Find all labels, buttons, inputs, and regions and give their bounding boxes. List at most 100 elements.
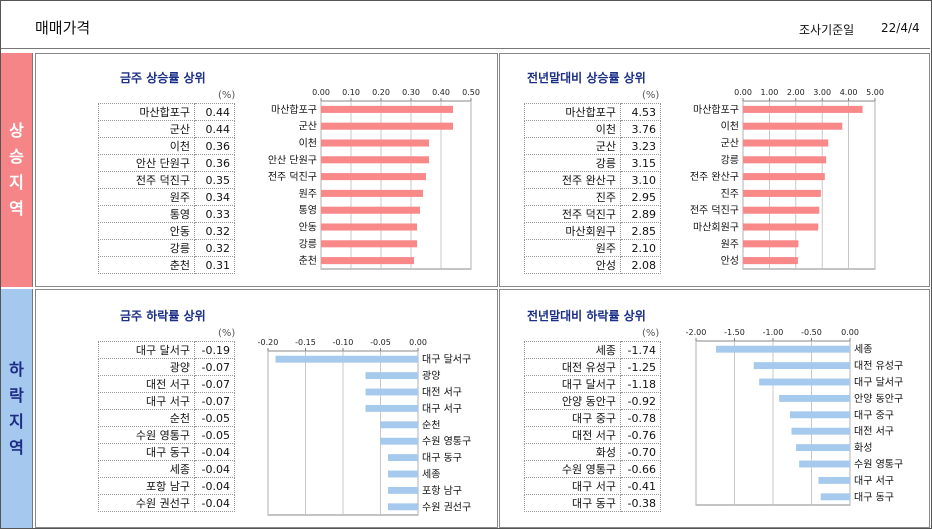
value-cell: -0.07: [194, 375, 235, 393]
tick-label: 0.00: [409, 338, 427, 347]
region-cell: 포항 남구: [98, 477, 195, 495]
region-cell: 이천: [98, 137, 195, 155]
category-label: 세종: [854, 344, 872, 356]
category-label: 대구 동구: [854, 491, 894, 503]
tick-label: -0.20: [258, 338, 279, 347]
category-label: 원주: [721, 238, 739, 250]
bar: [321, 173, 426, 181]
panel-title: 전년말대비 하락률 상위: [527, 309, 646, 323]
tick-label: 0.20: [372, 88, 390, 97]
table-row: 안성 2.08: [524, 256, 661, 274]
tick-label: 0.00: [312, 88, 330, 97]
ranking-table: 세종 -1.74 대전 유성구 -1.25 대구 달서구 -1.18 안양 동안구 -0.92…: [524, 341, 661, 512]
category-label: 대구 동구: [422, 452, 462, 464]
region-cell: 대구 달서구: [98, 341, 195, 359]
value-cell: -1.74: [620, 341, 661, 359]
tick-label: 0.30: [402, 88, 420, 97]
tick-label: -2.00: [686, 328, 707, 337]
category-label: 이천: [299, 138, 317, 150]
region-cell: 대구 서구: [524, 477, 621, 495]
table-row: 대전 서구 -0.07: [98, 375, 235, 393]
value-cell: 2.85: [620, 222, 661, 240]
bar: [743, 122, 843, 130]
value-cell: 3.76: [620, 120, 661, 138]
tick-label: 3.00: [813, 88, 831, 97]
region-cell: 안동: [98, 222, 195, 240]
bar: [388, 486, 418, 494]
region-cell: 강릉: [98, 239, 195, 257]
value-cell: 0.34: [194, 188, 235, 206]
panel-ytd-rise: 전년말대비 상승률 상위 (%) 마산합포구 4.53 이천 3.76 군산 3.23 강릉…: [499, 53, 930, 287]
bar: [743, 240, 799, 248]
bar: [321, 257, 414, 265]
category-label: 안동: [299, 222, 317, 234]
category-label: 대구 달서구: [854, 377, 903, 389]
region-cell: 광양: [98, 358, 195, 376]
bar: [820, 493, 850, 501]
category-label: 세종: [422, 469, 440, 481]
table-row: 대구 달서구 -0.19: [98, 341, 235, 359]
value-cell: 0.44: [194, 120, 235, 138]
table-row: 화성 -0.70: [524, 443, 661, 461]
bar: [365, 404, 418, 412]
table-row: 원주 0.34: [98, 188, 235, 206]
region-cell: 대구 서구: [98, 392, 195, 410]
region-cell: 세종: [524, 341, 621, 359]
bar: [743, 223, 819, 231]
page-title: 매매가격: [35, 19, 91, 37]
table-row: 안산 단원구 0.36: [98, 154, 235, 172]
tick-label: 2.00: [787, 88, 805, 97]
value-cell: 3.10: [620, 171, 661, 189]
category-label: 안양 동안구: [854, 393, 903, 405]
table-row: 군산 0.44: [98, 120, 235, 138]
value-cell: 2.89: [620, 205, 661, 223]
region-cell: 이천: [524, 120, 621, 138]
value-cell: -0.19: [194, 341, 235, 359]
bar: [743, 173, 825, 181]
table-row: 진주 2.95: [524, 188, 661, 206]
tick-label: -1.50: [724, 328, 745, 337]
panel-weekly-rise: 금주 상승률 상위 (%) 마산합포구 0.44 군산 0.44 이천 0.36 안산 단원…: [35, 53, 498, 287]
category-label: 전주 덕진구: [268, 171, 317, 183]
bar: [388, 503, 418, 511]
category-label: 대전 서구: [422, 387, 462, 399]
value-cell: 3.15: [620, 154, 661, 172]
tick-label: -1.00: [763, 328, 784, 337]
ranking-table: 대구 달서구 -0.19 광양 -0.07 대전 서구 -0.07 대구 서구 -0.07 순천…: [98, 341, 235, 512]
table-row: 마산합포구 0.44: [98, 103, 235, 121]
bar: [799, 460, 850, 468]
value-cell: -0.04: [194, 443, 235, 461]
category-label: 순천: [422, 419, 440, 431]
region-cell: 군산: [524, 137, 621, 155]
bar: [321, 105, 453, 113]
value-cell: -1.18: [620, 375, 661, 393]
bar: [743, 206, 820, 214]
region-cell: 군산: [98, 120, 195, 138]
tick-label: 0.50: [462, 88, 480, 97]
panel-title: 전년말대비 상승률 상위: [527, 71, 646, 85]
bar: [321, 156, 429, 164]
region-cell: 마산합포구: [98, 103, 195, 121]
table-row: 대구 서구 -0.07: [98, 392, 235, 410]
unit-label: (%): [218, 90, 236, 101]
value-cell: -0.70: [620, 443, 661, 461]
panel-ytd-fall: 전년말대비 하락률 상위 (%) 세종 -1.74 대전 유성구 -1.25 대구 달서…: [499, 289, 930, 528]
value-cell: 0.33: [194, 205, 235, 223]
tick-label: 0.10: [342, 88, 360, 97]
tick-label: 0.00: [841, 328, 859, 337]
bar: [716, 345, 850, 353]
region-cell: 대구 동구: [524, 494, 621, 512]
value-cell: 0.32: [194, 239, 235, 257]
bar: [321, 122, 453, 130]
category-label: 광양: [422, 370, 440, 382]
value-cell: -1.25: [620, 358, 661, 376]
region-cell: 수원 영통구: [524, 460, 621, 478]
table-row: 통영 0.33: [98, 205, 235, 223]
bar: [753, 362, 850, 370]
panel-weekly-fall: 금주 하락률 상위 (%) 대구 달서구 -0.19 광양 -0.07 대전 서구 -0.…: [35, 289, 498, 528]
